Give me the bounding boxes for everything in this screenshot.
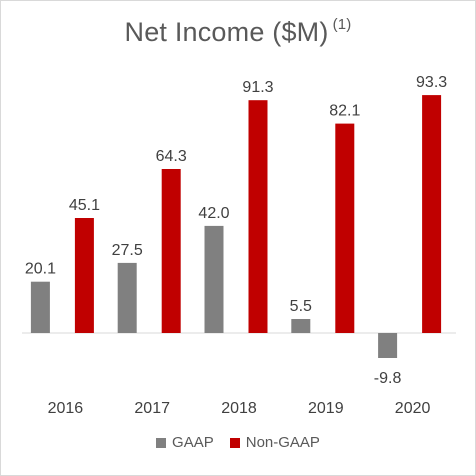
chart-title-text: Net Income ($M) — [124, 17, 329, 47]
bar-gaap-2016 — [30, 281, 50, 333]
bar-non-gaap-2016 — [74, 218, 94, 333]
chart-title-footnote: (1) — [332, 16, 352, 33]
data-label-gaap-2019: 5.5 — [290, 298, 312, 315]
data-label-non-gaap-2019: 82.1 — [329, 103, 360, 120]
legend-label-non-gaap: Non-GAAP — [245, 434, 320, 451]
x-tick-label-2020: 2020 — [395, 400, 431, 417]
data-label-gaap-2017: 27.5 — [112, 242, 143, 259]
legend-item-gaap: GAAP — [156, 434, 214, 451]
x-tick-label-2018: 2018 — [221, 400, 257, 417]
bar-gaap-2020 — [378, 333, 398, 358]
bar-non-gaap-2020 — [422, 95, 442, 333]
legend: GAAP Non-GAAP — [0, 434, 476, 451]
bar-gaap-2018 — [204, 225, 224, 333]
data-label-non-gaap-2017: 64.3 — [156, 148, 187, 165]
data-label-non-gaap-2016: 45.1 — [69, 197, 100, 214]
data-label-gaap-2020: -9.8 — [374, 370, 402, 387]
x-tick-label-2017: 2017 — [134, 400, 170, 417]
data-label-non-gaap-2018: 91.3 — [242, 79, 273, 96]
data-label-gaap-2018: 42.0 — [198, 205, 229, 222]
legend-swatch-non-gaap — [229, 437, 240, 448]
bar-non-gaap-2018 — [248, 100, 268, 333]
legend-label-gaap: GAAP — [172, 434, 214, 451]
x-tick-label-2019: 2019 — [308, 400, 344, 417]
bar-gaap-2019 — [291, 319, 311, 333]
bar-non-gaap-2019 — [335, 123, 355, 333]
legend-swatch-gaap — [156, 437, 167, 448]
bar-non-gaap-2017 — [161, 169, 181, 333]
data-label-non-gaap-2020: 93.3 — [416, 74, 447, 91]
x-tick-label-2016: 2016 — [48, 400, 84, 417]
chart-title: Net Income ($M) (1) — [0, 16, 476, 48]
legend-item-non-gaap: Non-GAAP — [229, 434, 320, 451]
data-label-gaap-2016: 20.1 — [25, 261, 56, 278]
bar-gaap-2017 — [117, 262, 137, 333]
